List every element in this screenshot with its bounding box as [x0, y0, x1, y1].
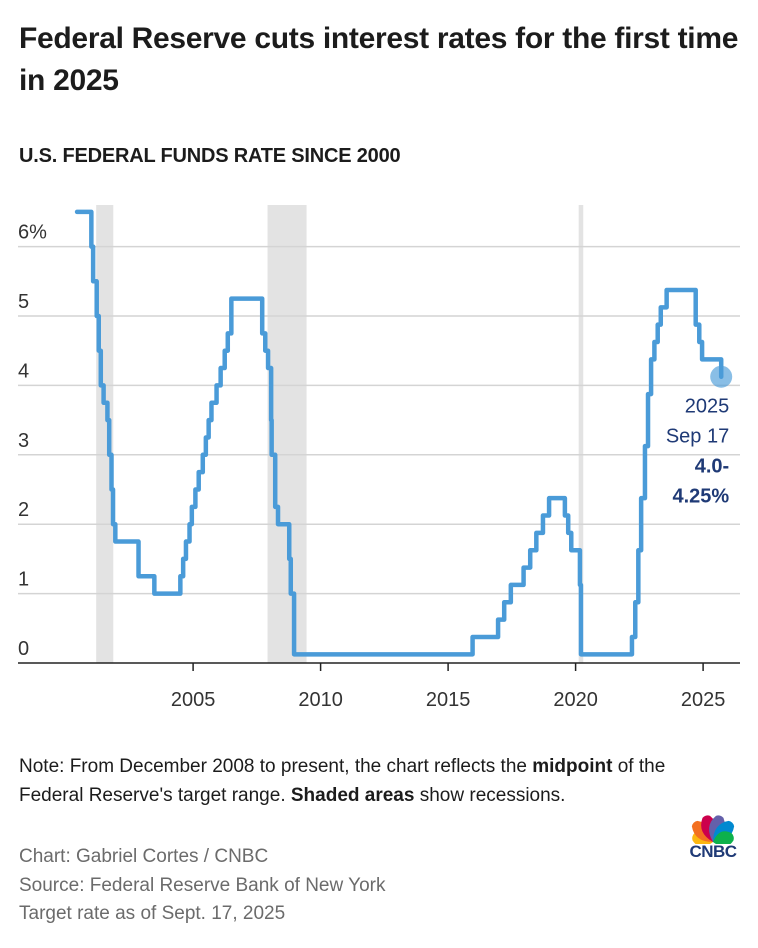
- x-tick-label: 2020: [553, 689, 598, 711]
- chart-credits: Chart: Gabriel Cortes / CNBC Source: Fed…: [19, 843, 385, 929]
- cnbc-logo-text: CNBC: [689, 842, 737, 861]
- recession-band: [267, 205, 307, 663]
- annotation-line: 2025: [685, 396, 730, 418]
- recession-band: [578, 205, 584, 663]
- x-tick-label: 2005: [171, 689, 216, 711]
- y-tick-label: 1: [18, 569, 29, 591]
- peacock-feather: [713, 831, 734, 847]
- credit-chart-author: Chart: Gabriel Cortes / CNBC: [19, 846, 269, 867]
- x-tick-label: 2025: [681, 689, 726, 711]
- credit-as-of-date: Target rate as of Sept. 17, 2025: [19, 903, 286, 924]
- x-axis-ticks: 2005 2010 2015 2020 2025: [171, 663, 726, 711]
- note-text: show recessions.: [414, 785, 566, 806]
- note-text: Note: From December 2008 to present, the…: [19, 756, 533, 777]
- y-tick-label: 2: [18, 499, 29, 521]
- latest-rate-dot: [710, 365, 733, 388]
- gridlines: [18, 245, 740, 595]
- y-tick-label: 4: [18, 360, 29, 382]
- chart-title: Federal Reserve cuts interest rates for …: [19, 22, 739, 97]
- recession-shading: [96, 205, 584, 663]
- y-tick-label: 5: [18, 291, 29, 313]
- cnbc-logo: CNBC: [685, 810, 741, 862]
- chart-note: Note: From December 2008 to present, the…: [19, 752, 719, 810]
- credit-source: Source: Federal Reserve Bank of New York: [19, 874, 386, 896]
- y-tick-label: 3: [18, 430, 29, 452]
- fed-funds-chart: 0 1 2 3 4 5 6% 2005 2010 2015 2020 2025 2025 Sep 17…: [18, 205, 740, 711]
- x-tick-label: 2015: [426, 689, 471, 711]
- chart-subtitle: U.S. FEDERAL FUNDS RATE SINCE 2000: [19, 145, 401, 167]
- x-tick-label: 2010: [298, 689, 343, 711]
- y-axis-labels: 0 1 2 3 4 5 6%: [18, 222, 47, 660]
- latest-rate-annotation: 2025 Sep 17 4.0- 4.25%: [666, 396, 730, 508]
- cnbc-peacock-icon: [691, 815, 735, 847]
- note-bold-midpoint: midpoint: [532, 756, 613, 777]
- annotation-line: 4.0-: [695, 456, 729, 478]
- note-bold-shaded: Shaded areas: [290, 785, 415, 806]
- annotation-line: Sep 17: [666, 426, 729, 448]
- annotation-line: 4.25%: [672, 486, 729, 508]
- rate-line-series: [74, 209, 724, 657]
- note-text: of the Federal Reserve's target range.: [19, 756, 666, 806]
- y-tick-label: 0: [18, 638, 29, 660]
- y-tick-label: 6%: [18, 222, 47, 244]
